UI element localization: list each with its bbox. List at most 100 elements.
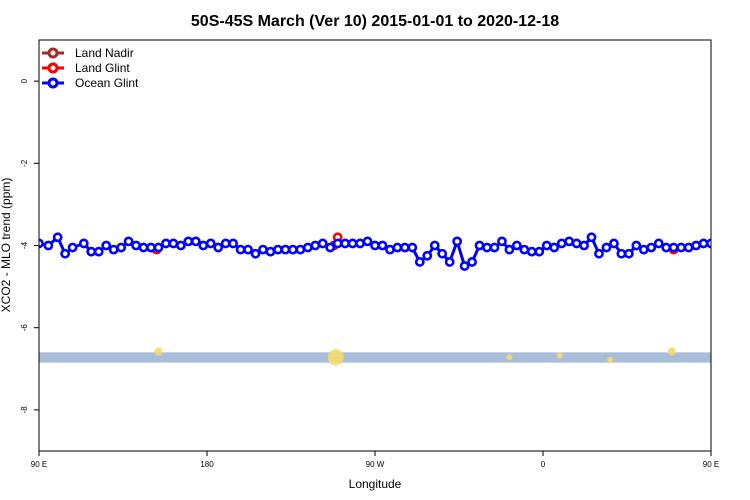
ocean-glint-point xyxy=(668,242,679,253)
ocean-glint-point xyxy=(653,238,664,249)
ocean-glint-point xyxy=(646,242,657,253)
ocean-glint-point xyxy=(429,240,440,251)
ocean-glint-point xyxy=(385,244,395,255)
ocean-glint-point xyxy=(60,248,71,259)
ocean-glint-point xyxy=(609,238,619,249)
ocean-glint-point xyxy=(355,238,365,249)
ocean-glint-point xyxy=(504,244,515,255)
ocean-glint-point xyxy=(153,242,164,253)
legend-entry: Ocean Glint xyxy=(42,76,139,90)
ocean-glint-point xyxy=(549,242,560,253)
land-blob xyxy=(556,352,563,359)
ocean-glint-point xyxy=(220,238,231,249)
x-tick-label: 90 E xyxy=(703,460,719,469)
ocean-glint-point xyxy=(168,238,179,249)
ocean-glint-point xyxy=(399,242,410,253)
ocean-glint-point xyxy=(183,236,194,247)
ocean-glint-point xyxy=(138,242,149,253)
x-tick-label: 0 xyxy=(541,460,546,469)
ocean-glint-point xyxy=(287,244,298,255)
ocean-glint-point xyxy=(526,246,537,257)
ocean-glint-point xyxy=(422,250,433,261)
legend-entry: Land Glint xyxy=(42,61,130,75)
ocean-glint-point xyxy=(638,244,649,255)
ocean-glint-point xyxy=(556,238,567,249)
ocean-glint-point xyxy=(250,248,261,259)
ocean-glint-point xyxy=(691,240,701,251)
y-axis: 0 -2 -4 -6 -8 xyxy=(20,78,39,413)
ocean-glint-point xyxy=(67,242,78,253)
ocean-glint-point xyxy=(497,236,507,247)
ocean-glint-point xyxy=(175,240,186,251)
ocean-glint-point xyxy=(362,236,373,247)
ocean-glint-point xyxy=(161,238,171,249)
ocean-glint-point xyxy=(302,242,313,253)
ocean-glint-point xyxy=(459,261,470,271)
y-tick-label: -2 xyxy=(20,159,29,167)
ocean-glint-point xyxy=(116,242,127,253)
ocean-glint-point xyxy=(676,242,687,253)
ocean-glint-point xyxy=(683,242,694,253)
ocean-glint-point xyxy=(93,246,104,257)
ocean-glint-point xyxy=(228,238,239,249)
land-blob xyxy=(607,356,614,363)
ocean-glint-point xyxy=(280,244,291,255)
x-tick-label: 180 xyxy=(200,460,214,469)
chart-title: 50S-45S March (Ver 10) 2015-01-01 to 202… xyxy=(191,13,559,30)
ocean-glint-point xyxy=(631,240,642,251)
legend-swatch-marker xyxy=(47,47,59,59)
x-axis: 90 E 180 90 W 0 90 E xyxy=(31,451,719,469)
legend-entry: Land Nadir xyxy=(42,46,134,60)
ocean-glint-point xyxy=(467,257,477,267)
y-axis-label: XCO2 - MLO trend (ppm) xyxy=(0,178,13,313)
ocean-glint-point xyxy=(534,246,545,257)
ocean-glint-point xyxy=(101,240,112,251)
ocean-glint-point xyxy=(414,257,425,267)
ocean-glint-point xyxy=(564,236,575,247)
ocean-glint-point xyxy=(571,238,582,249)
ocean-glint-point xyxy=(108,244,119,255)
ocean-glint-point xyxy=(198,240,209,251)
ocean-glint-point xyxy=(243,244,253,255)
land-blob xyxy=(506,354,513,361)
ocean-glint-point xyxy=(407,242,418,253)
ocean-glint-point xyxy=(205,238,216,249)
legend-swatch-marker xyxy=(47,62,59,74)
ocean-glint-point xyxy=(273,244,283,255)
ocean-glint-point xyxy=(579,240,589,251)
ocean-glint-point xyxy=(235,244,246,255)
ocean-glint-point xyxy=(489,242,500,253)
ocean-glint-point xyxy=(511,240,522,251)
ocean-glint-point xyxy=(123,236,134,247)
ocean-glint-point xyxy=(452,236,463,247)
legend-label: Land Glint xyxy=(75,61,130,75)
y-tick-label: -6 xyxy=(20,324,29,332)
ocean-glint-point xyxy=(265,246,276,257)
ocean-glint-point xyxy=(698,238,709,249)
x-tick-label: 90 E xyxy=(31,460,47,469)
ocean-glint-point xyxy=(482,242,492,253)
y-tick-label: -8 xyxy=(20,406,29,414)
land-blob xyxy=(327,349,344,366)
ocean-glint-point xyxy=(131,240,141,251)
ocean-glint-point xyxy=(444,257,455,267)
ocean-glint-point xyxy=(706,238,711,249)
ocean-glint-point xyxy=(325,242,336,253)
ocean-glint-point xyxy=(370,240,380,251)
plot-area xyxy=(38,39,712,452)
ocean-glint-point xyxy=(295,244,306,255)
ocean-glint-point xyxy=(190,236,201,247)
legend-swatch-marker xyxy=(47,77,59,89)
ocean-glint-point xyxy=(43,240,54,251)
ocean-glint-point xyxy=(474,240,485,251)
land-band xyxy=(39,352,711,363)
ocean-glint-point xyxy=(340,238,351,249)
ocean-glint-point xyxy=(601,242,612,253)
ocean-glint-point xyxy=(392,242,403,253)
y-tick-label: 0 xyxy=(20,78,29,83)
ocean-glint-point xyxy=(332,238,343,249)
series-group xyxy=(39,232,711,271)
land-blob xyxy=(154,347,163,356)
